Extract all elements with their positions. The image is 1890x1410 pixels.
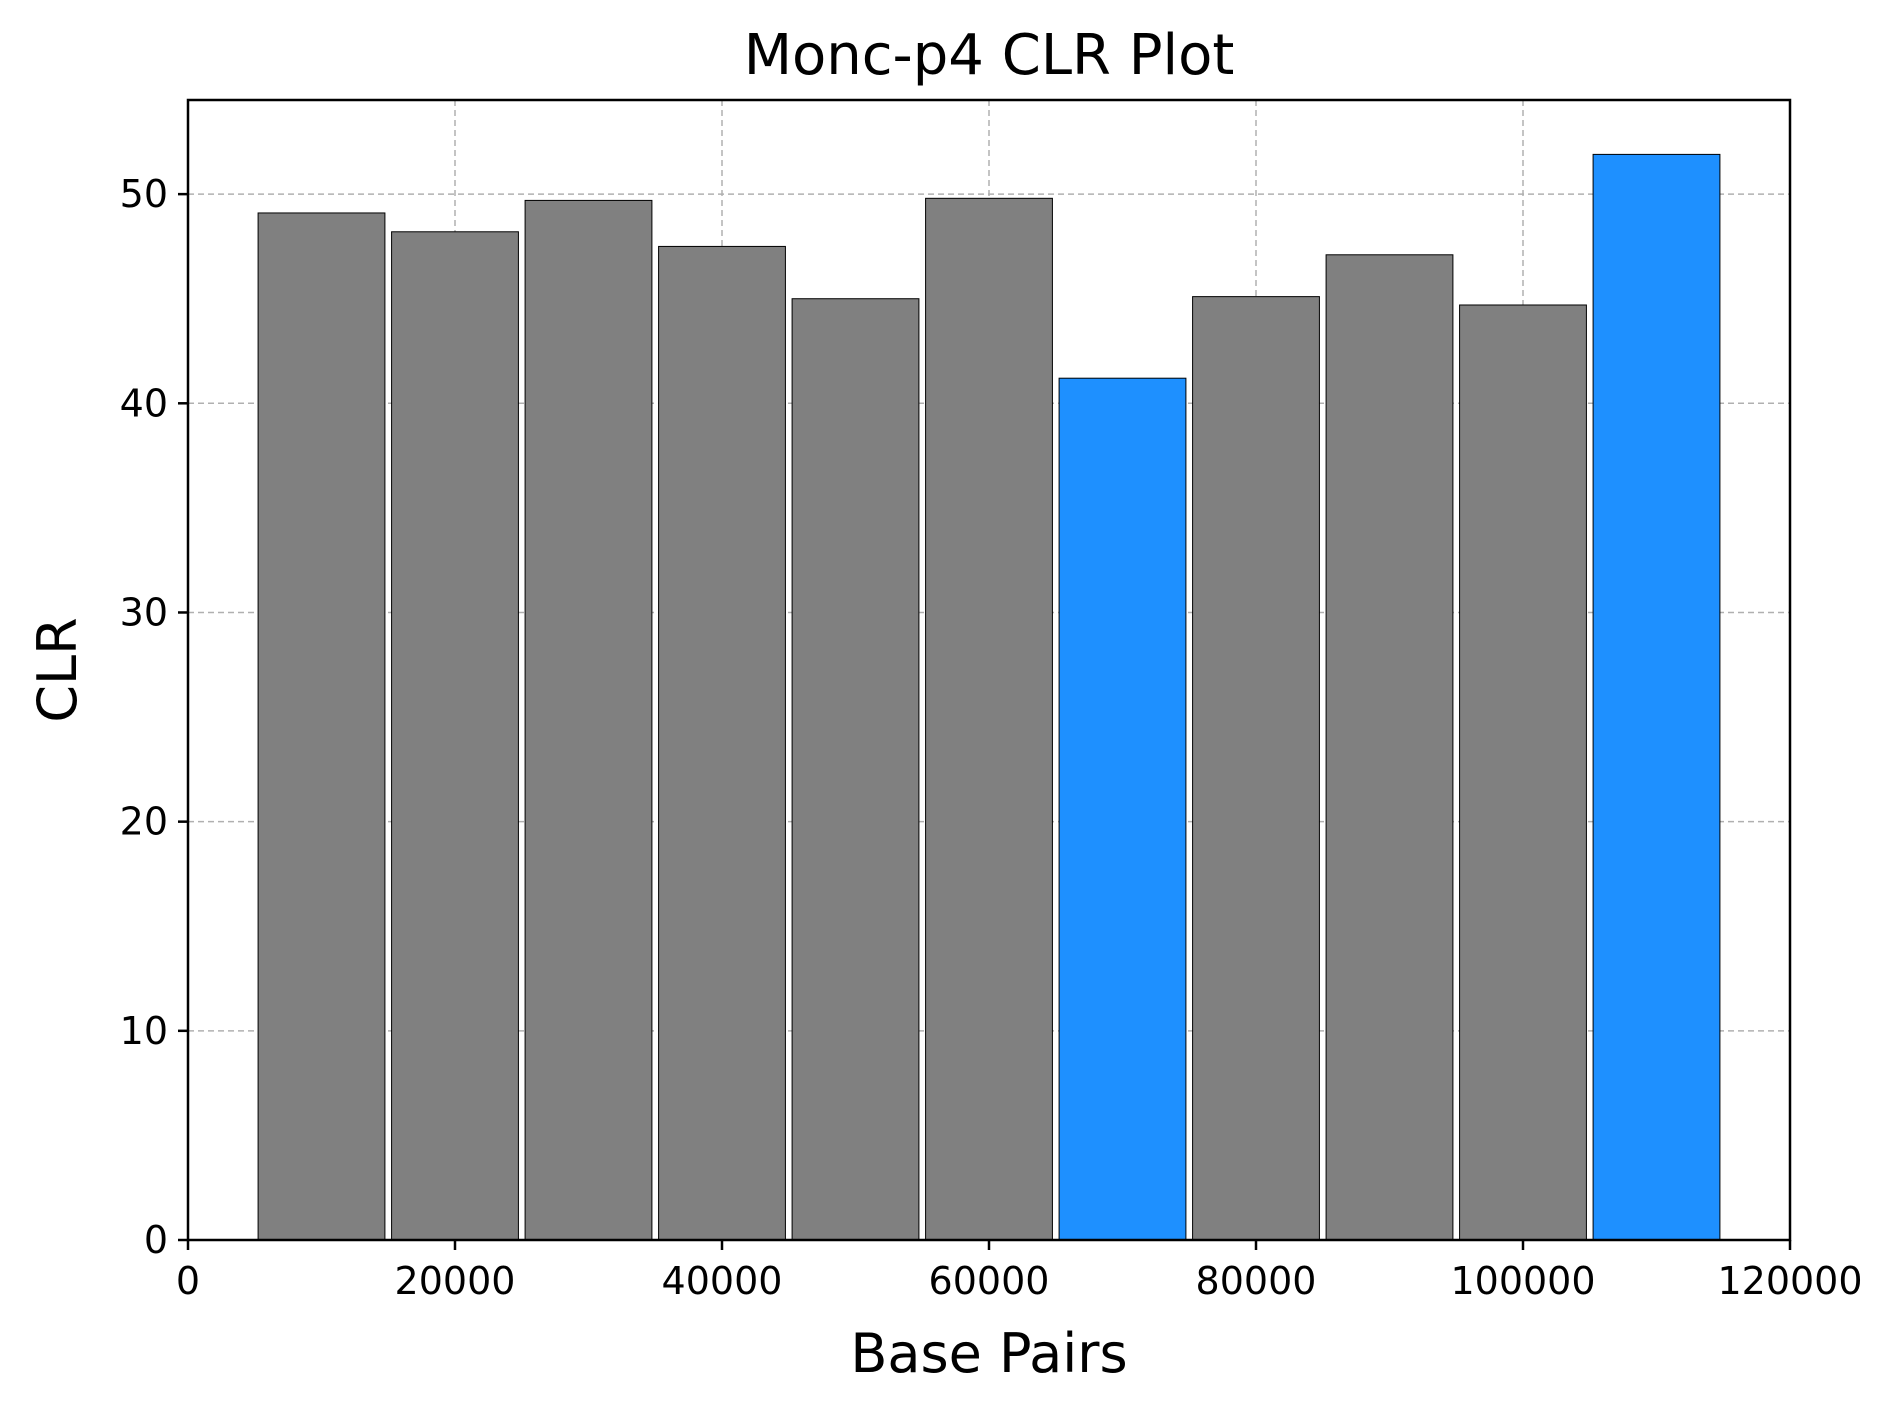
x-tick-label: 60000	[929, 1259, 1050, 1303]
bar-7	[1058, 377, 1187, 1241]
y-tick-label: 0	[144, 1218, 168, 1262]
y-tick-label: 40	[120, 381, 168, 425]
x-tick-label: 40000	[662, 1259, 783, 1303]
bar-9	[1325, 254, 1454, 1241]
bar-3	[524, 199, 653, 1241]
bar-5	[791, 298, 920, 1241]
bar-11	[1592, 153, 1721, 1241]
x-axis-label: Base Pairs	[850, 1322, 1127, 1385]
x-tick-label: 120000	[1717, 1259, 1862, 1303]
bars	[257, 153, 1721, 1241]
bar-6	[925, 197, 1053, 1241]
axis-ticks: 0 20000 40000 60000 80000 100000 120000 0 10 20 30…	[120, 172, 1863, 1303]
x-tick-label: 100000	[1450, 1259, 1595, 1303]
y-tick-label: 50	[120, 172, 168, 216]
chart-title: Monc-p4 CLR Plot	[744, 23, 1235, 88]
bar-10	[1459, 304, 1587, 1241]
y-tick-label: 30	[120, 590, 168, 634]
y-axis-label: CLR	[26, 617, 89, 722]
x-tick-label: 80000	[1196, 1259, 1317, 1303]
bar-4	[658, 245, 786, 1241]
x-tick-label: 20000	[395, 1259, 516, 1303]
x-tick-label: 0	[176, 1259, 200, 1303]
bar-8	[1192, 296, 1320, 1241]
bar-1	[257, 212, 386, 1241]
y-tick-label: 20	[120, 800, 168, 844]
bar-2	[391, 231, 519, 1241]
y-tick-label: 10	[120, 1009, 168, 1053]
